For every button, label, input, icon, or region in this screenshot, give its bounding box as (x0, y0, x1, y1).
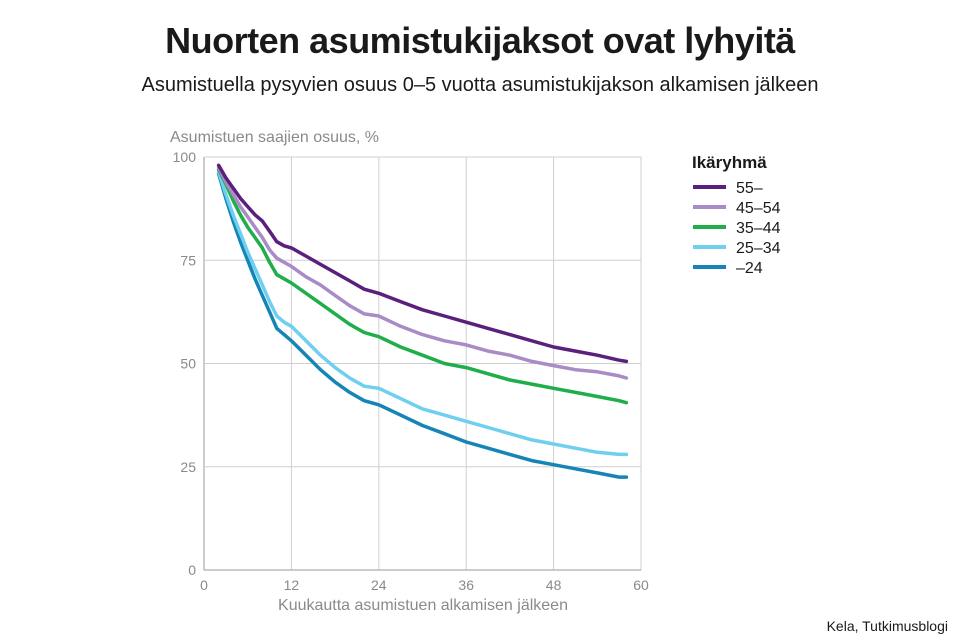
legend: Ikäryhmä 55– 45–54 35–44 25–34 –24 (692, 153, 781, 277)
series-line (216, 169, 629, 457)
y-tick-label: 0 (188, 562, 196, 578)
x-tick-label: 36 (458, 577, 474, 593)
x-tick-label: 0 (200, 577, 208, 593)
legend-item-label: –24 (736, 260, 763, 277)
legend-item-label: 45–54 (736, 200, 781, 217)
x-tick-label: 60 (633, 577, 649, 593)
x-tick-label: 48 (546, 577, 562, 593)
chart-title: Nuorten asumistukijaksot ovat lyhyitä (165, 20, 795, 61)
series-line (216, 167, 629, 405)
x-axis-label: Kuukautta asumistuen alkamisen jälkeen (278, 597, 568, 614)
x-tick-label: 12 (284, 577, 300, 593)
series-lines (216, 163, 629, 479)
grid-lines (203, 156, 642, 571)
legend-item-label: 35–44 (736, 220, 781, 237)
series-line (216, 171, 629, 479)
y-axis-label: Asumistuen saajien osuus, % (170, 129, 379, 146)
y-tick-label: 75 (180, 252, 196, 268)
y-tick-label: 100 (173, 149, 197, 165)
y-tick-label: 50 (180, 356, 196, 372)
legend-title: Ikäryhmä (692, 153, 767, 172)
chart-subtitle: Asumistuella pysyvien osuus 0–5 vuotta a… (141, 74, 819, 96)
x-tick-label: 24 (371, 577, 387, 593)
legend-item-label: 55– (736, 180, 763, 197)
tick-labels: 0 12 24 36 48 60 0 25 50 75 100 (173, 149, 649, 593)
source-note: Kela, Tutkimusblogi (826, 618, 948, 634)
series-line (216, 163, 629, 364)
y-tick-label: 25 (180, 459, 196, 475)
legend-item-label: 25–34 (736, 240, 781, 257)
series-line (216, 165, 629, 380)
